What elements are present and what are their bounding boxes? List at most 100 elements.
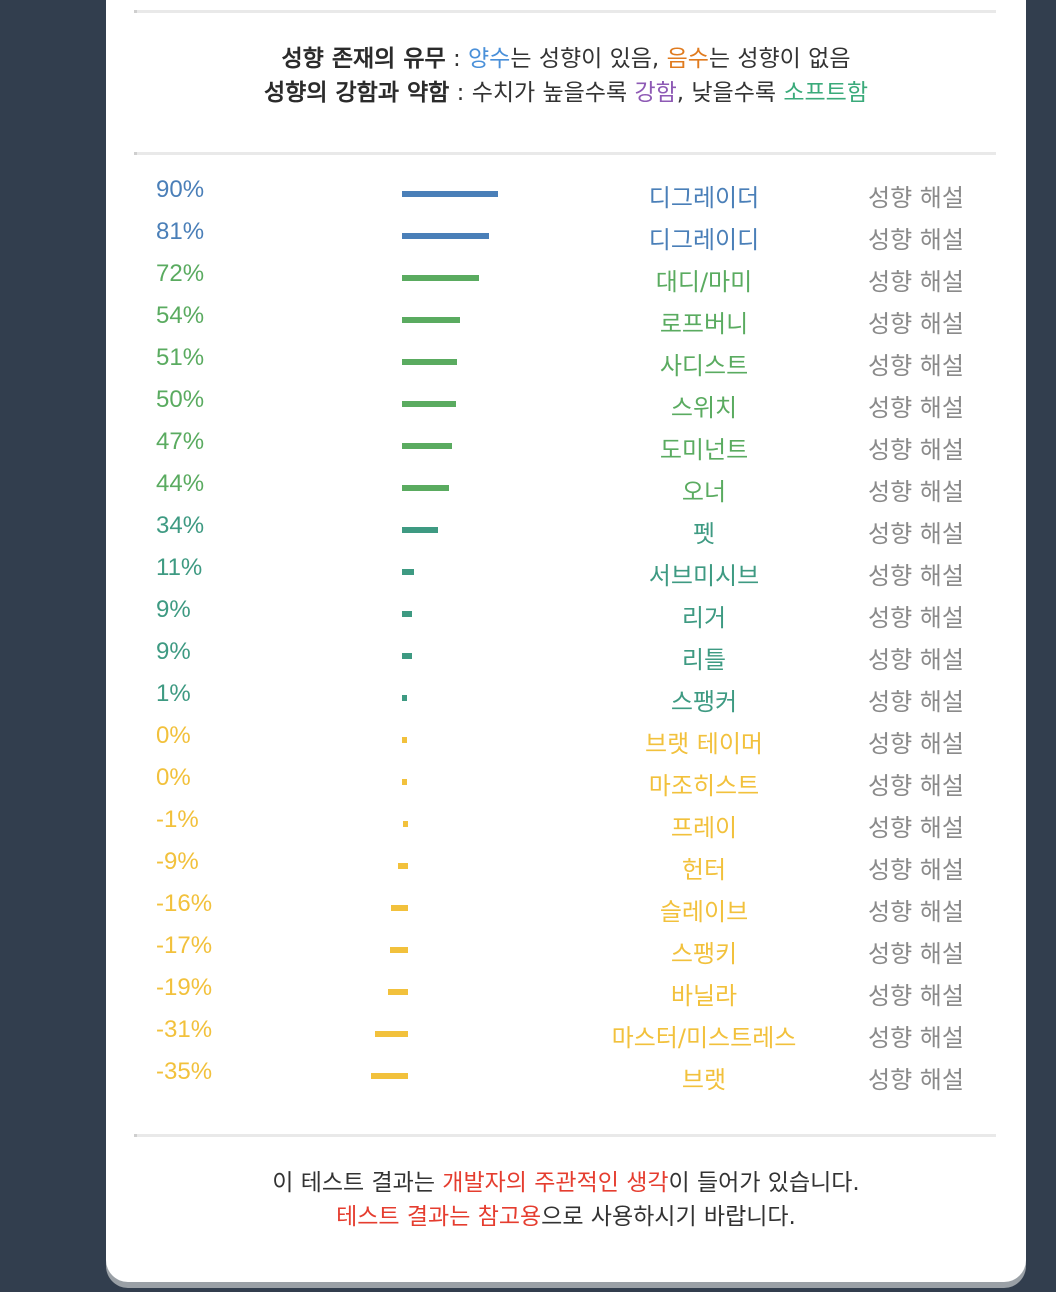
result-percent: 72% bbox=[156, 260, 205, 287]
result-bar bbox=[402, 401, 456, 407]
result-percent: -19% bbox=[156, 974, 213, 1001]
result-percent: 90% bbox=[156, 176, 205, 203]
result-type-name: 스팽키 bbox=[670, 940, 738, 968]
result-bar bbox=[402, 485, 450, 491]
result-row: -1% 프레이 성향 해설 bbox=[106, 800, 1026, 842]
result-type-name: 슬레이브 bbox=[659, 898, 749, 926]
result-row: 90% 디그레이더 성향 해설 bbox=[106, 170, 1026, 212]
result-type-name: 브랫 테이머 bbox=[644, 730, 764, 758]
result-percent: -16% bbox=[156, 890, 213, 917]
type-description-link[interactable]: 성향 해설 bbox=[868, 646, 964, 674]
disclaimer-highlight: 개발자의 주관적인 생각 bbox=[442, 1170, 669, 1196]
type-description-link[interactable]: 성향 해설 bbox=[868, 814, 964, 842]
type-description-link[interactable]: 성향 해설 bbox=[868, 730, 964, 758]
result-row: 9% 리거 성향 해설 bbox=[106, 590, 1026, 632]
type-description-link[interactable]: 성향 해설 bbox=[868, 940, 964, 968]
result-type-name: 대디/마미 bbox=[655, 268, 753, 296]
result-percent: 81% bbox=[156, 218, 205, 245]
type-description-link[interactable]: 성향 해설 bbox=[868, 562, 964, 590]
legend-negative-text: 는 성향이 없음 bbox=[708, 46, 851, 72]
result-percent: 9% bbox=[156, 596, 191, 623]
result-type-name: 리거 bbox=[681, 604, 727, 632]
result-percent: -9% bbox=[156, 848, 199, 875]
type-description-link[interactable]: 성향 해설 bbox=[868, 478, 964, 506]
result-type-name: 바닐라 bbox=[670, 982, 738, 1010]
result-bar bbox=[389, 947, 408, 953]
result-bar bbox=[402, 653, 412, 659]
result-percent: 51% bbox=[156, 344, 205, 371]
result-bar bbox=[402, 611, 412, 617]
result-bar bbox=[370, 1073, 408, 1079]
result-bar bbox=[402, 191, 499, 197]
result-row: 81% 디그레이디 성향 해설 bbox=[106, 212, 1026, 254]
disclaimer-text: 이 테스트 결과는 bbox=[272, 1170, 443, 1196]
result-percent: 11% bbox=[156, 554, 203, 581]
result-type-name: 펫 bbox=[692, 520, 716, 548]
type-description-link[interactable]: 성향 해설 bbox=[868, 394, 964, 422]
type-description-link[interactable]: 성향 해설 bbox=[868, 856, 964, 884]
result-bar bbox=[402, 737, 407, 743]
result-bar bbox=[398, 863, 408, 869]
result-type-name: 마스터/미스트레스 bbox=[611, 1024, 797, 1052]
legend-existence-heading: 성향 존재의 유무 bbox=[281, 46, 446, 72]
result-bar bbox=[402, 569, 414, 575]
type-description-link[interactable]: 성향 해설 bbox=[868, 898, 964, 926]
result-type-name: 스팽커 bbox=[670, 688, 738, 716]
result-row: 34% 펫 성향 해설 bbox=[106, 506, 1026, 548]
disclaimer-line-2: 테스트 결과는 참고용으로 사용하시기 바랍니다. bbox=[106, 1200, 1026, 1234]
result-type-name: 헌터 bbox=[681, 856, 727, 884]
result-row: 50% 스위치 성향 해설 bbox=[106, 380, 1026, 422]
type-description-link[interactable]: 성향 해설 bbox=[868, 520, 964, 548]
type-description-link[interactable]: 성향 해설 bbox=[868, 772, 964, 800]
legend-soft: 소프트함 bbox=[783, 80, 868, 106]
type-description-link[interactable]: 성향 해설 bbox=[868, 184, 964, 212]
legend-line-2: 성향의 강함과 약함 : 수치가 높을수록 강함, 낮을수록 소프트함 bbox=[106, 76, 1026, 110]
disclaimer: 이 테스트 결과는 개발자의 주관적인 생각이 들어가 있습니다. 테스트 결과… bbox=[106, 1166, 1026, 1234]
type-description-link[interactable]: 성향 해설 bbox=[868, 226, 964, 254]
type-description-link[interactable]: 성향 해설 bbox=[868, 352, 964, 380]
type-description-link[interactable]: 성향 해설 bbox=[868, 310, 964, 338]
result-type-name: 리틀 bbox=[681, 646, 727, 674]
result-type-name: 스위치 bbox=[670, 394, 738, 422]
type-description-link[interactable]: 성향 해설 bbox=[868, 1066, 964, 1094]
result-bar bbox=[387, 989, 408, 995]
result-percent: -31% bbox=[156, 1016, 213, 1043]
result-bar bbox=[390, 905, 408, 911]
result-row: 0% 브랫 테이머 성향 해설 bbox=[106, 716, 1026, 758]
result-row: -9% 헌터 성향 해설 bbox=[106, 842, 1026, 884]
result-row: 54% 로프버니 성향 해설 bbox=[106, 296, 1026, 338]
type-description-link[interactable]: 성향 해설 bbox=[868, 604, 964, 632]
result-percent: 1% bbox=[156, 680, 191, 707]
result-row: 11% 서브미시브 성향 해설 bbox=[106, 548, 1026, 590]
result-row: -16% 슬레이브 성향 해설 bbox=[106, 884, 1026, 926]
type-description-link[interactable]: 성향 해설 bbox=[868, 1024, 964, 1052]
result-percent: 50% bbox=[156, 386, 205, 413]
result-type-name: 프레이 bbox=[670, 814, 738, 842]
type-description-link[interactable]: 성향 해설 bbox=[868, 688, 964, 716]
result-type-name: 디그레이더 bbox=[648, 184, 760, 212]
result-row: 9% 리틀 성향 해설 bbox=[106, 632, 1026, 674]
result-bar bbox=[402, 317, 460, 323]
result-type-name: 오너 bbox=[681, 478, 727, 506]
type-description-link[interactable]: 성향 해설 bbox=[868, 436, 964, 464]
type-description-link[interactable]: 성향 해설 bbox=[868, 268, 964, 296]
disclaimer-text: 이 들어가 있습니다. bbox=[668, 1170, 860, 1196]
divider-top bbox=[134, 10, 996, 13]
result-type-name: 사디스트 bbox=[659, 352, 749, 380]
result-type-name: 도미넌트 bbox=[659, 436, 749, 464]
legend-sep: : bbox=[449, 80, 472, 106]
disclaimer-text: 으로 사용하시기 바랍니다. bbox=[541, 1204, 796, 1230]
result-bar bbox=[403, 821, 408, 827]
legend-strong: 강함 bbox=[634, 80, 677, 106]
result-row: 47% 도미넌트 성향 해설 bbox=[106, 422, 1026, 464]
result-percent: 34% bbox=[156, 512, 205, 539]
result-card: 성향 존재의 유무 : 양수는 성향이 있음, 음수는 성향이 없음 성향의 강… bbox=[106, 0, 1026, 1282]
result-percent: 0% bbox=[156, 722, 191, 749]
result-type-name: 브랫 bbox=[681, 1066, 727, 1094]
legend-high-text: 수치가 높을수록 bbox=[471, 80, 635, 106]
result-bar bbox=[402, 695, 407, 701]
result-bar bbox=[374, 1031, 408, 1037]
legend-negative: 음수 bbox=[666, 46, 709, 72]
result-percent: 9% bbox=[156, 638, 191, 665]
type-description-link[interactable]: 성향 해설 bbox=[868, 982, 964, 1010]
